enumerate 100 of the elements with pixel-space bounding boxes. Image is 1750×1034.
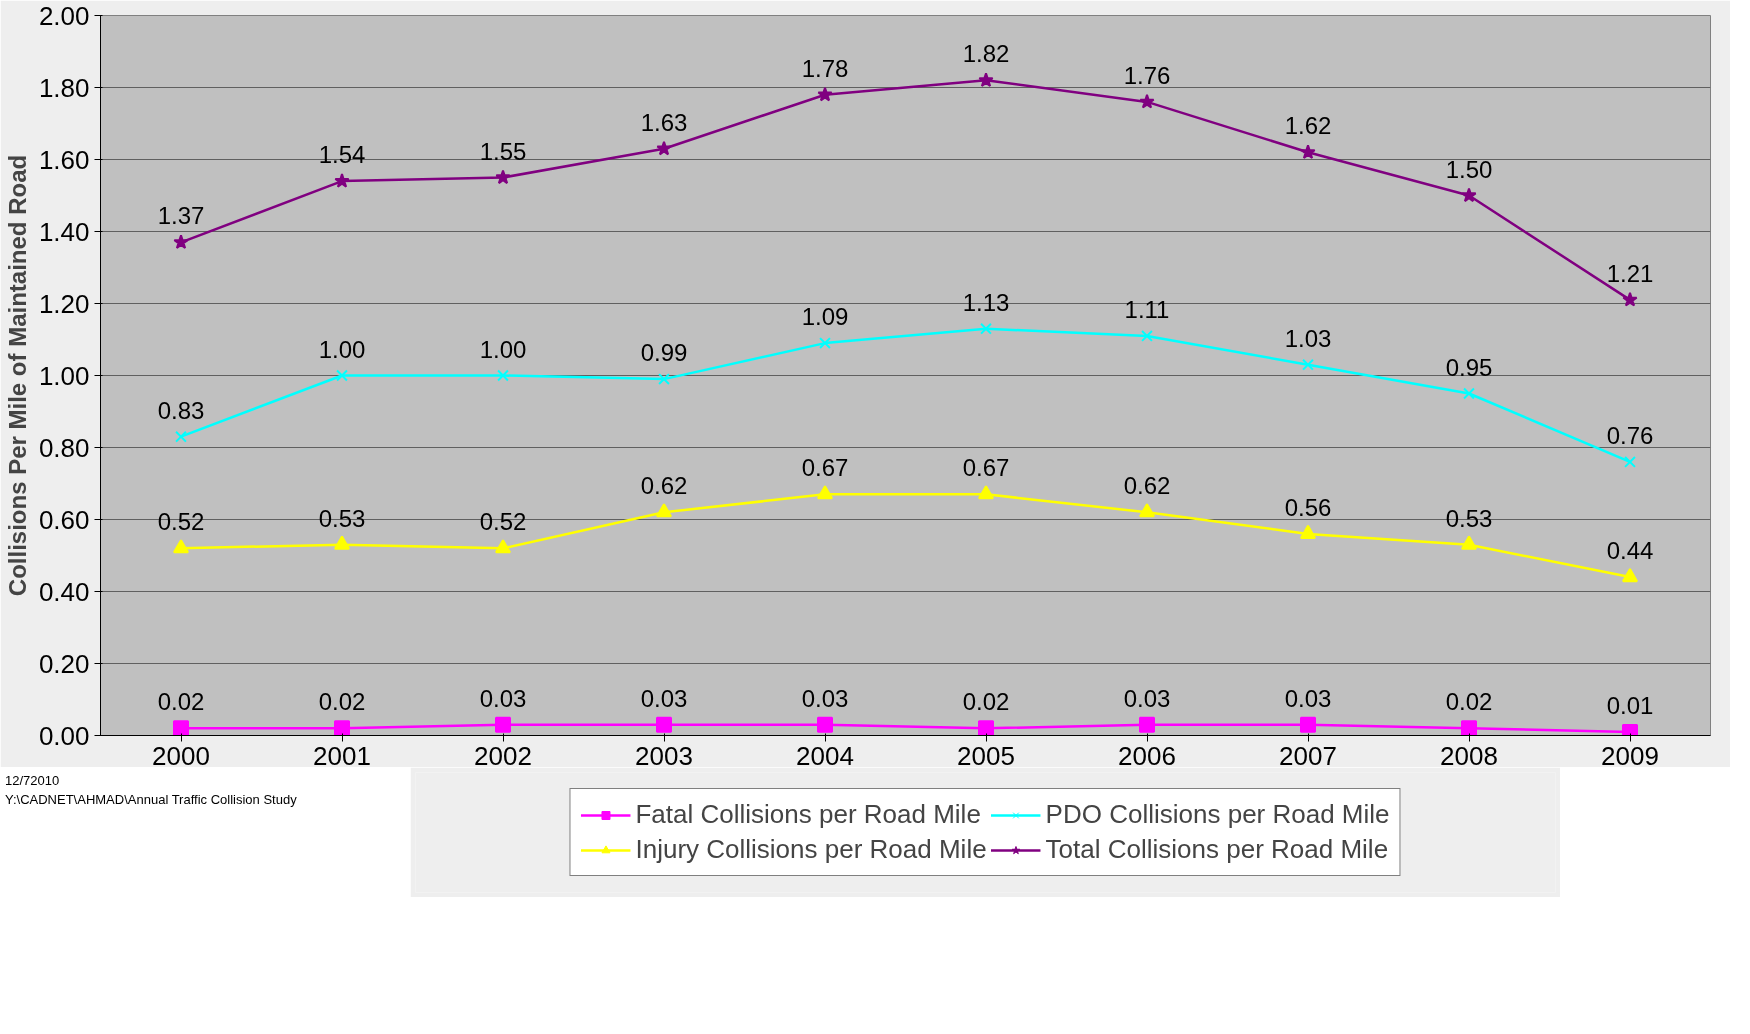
point [1622, 568, 1638, 583]
point [1622, 291, 1638, 307]
point [336, 369, 348, 382]
point [334, 173, 350, 188]
point [1300, 144, 1316, 159]
data-label: 1.11 [1124, 295, 1170, 323]
x-tick-label: 2008 [1440, 740, 1498, 771]
data-label: 1.63 [640, 108, 688, 136]
point [817, 716, 833, 733]
y-tick-label: 1.80 [38, 72, 90, 103]
data-label: 0.03 [479, 684, 527, 712]
x-tick-label: 2005 [957, 740, 1015, 771]
data-label: 1.21 [1606, 259, 1654, 287]
y-tick-label: 0.80 [38, 432, 90, 463]
y-tick-label: 0.40 [38, 576, 90, 607]
point [656, 140, 672, 156]
data-label: 1.09 [801, 303, 849, 331]
y-tick-label: 2.00 [38, 0, 90, 31]
data-label: 0.03 [1123, 684, 1171, 712]
data-label: 0.53 [318, 504, 366, 532]
y-tick-label: 0.00 [38, 720, 90, 751]
point [978, 485, 994, 500]
data-label: 0.67 [801, 454, 849, 482]
x-tick-label: 2002 [474, 740, 532, 771]
data-label: 0.83 [157, 396, 205, 424]
point [1461, 535, 1477, 550]
point [173, 234, 189, 249]
x-tick-label: 2006 [1118, 740, 1176, 771]
data-label: 0.95 [1445, 353, 1493, 381]
data-label: 0.76 [1606, 421, 1654, 449]
data-label: 0.56 [1284, 493, 1332, 521]
data-label: 0.52 [157, 508, 205, 536]
point [497, 369, 509, 382]
point [658, 373, 670, 386]
y-tick-label: 1.40 [38, 216, 90, 247]
data-label: 0.02 [157, 688, 205, 716]
data-label: 1.76 [1123, 61, 1171, 89]
y-tick-label: 0.20 [38, 648, 90, 679]
data-label: 1.62 [1284, 112, 1332, 140]
point [173, 539, 189, 554]
point [1139, 93, 1155, 109]
data-label: 0.03 [640, 684, 688, 712]
legend-label: Fatal Collisions per Road Mile [635, 799, 981, 830]
data-label: 0.01 [1606, 691, 1654, 719]
point [1141, 329, 1153, 342]
data-label: 1.82 [962, 40, 1010, 68]
x-tick-label: 2003 [635, 740, 693, 771]
x-tick-label: 2009 [1601, 740, 1659, 771]
point [817, 485, 833, 500]
point [1461, 187, 1477, 203]
y-axis-title: Collisions Per Mile of Maintained Road [3, 154, 31, 597]
data-label: 1.03 [1284, 324, 1332, 352]
data-label: 1.54 [318, 141, 366, 169]
point [819, 337, 831, 350]
point [980, 322, 992, 335]
x-tick-label: 2004 [796, 740, 854, 771]
data-label: 0.53 [1445, 504, 1493, 532]
x-tick-label: 2001 [313, 740, 371, 771]
point [1461, 720, 1477, 736]
point [173, 720, 189, 736]
point [334, 535, 350, 550]
point [978, 72, 994, 87]
data-label: 0.02 [1445, 688, 1493, 716]
data-label: 1.00 [318, 335, 366, 363]
point [495, 539, 511, 554]
data-label: 0.67 [962, 454, 1010, 482]
x-tick-label: 2007 [1279, 740, 1337, 771]
legend-label: Injury Collisions per Road Mile [635, 834, 987, 865]
data-label: 1.78 [801, 54, 849, 82]
point [1302, 358, 1314, 371]
data-label: 1.00 [479, 335, 527, 363]
point [1139, 716, 1155, 733]
point [495, 716, 511, 733]
data-label: 1.13 [962, 288, 1010, 316]
legend-label: PDO Collisions per Road Mile [1045, 799, 1390, 830]
point [495, 169, 511, 185]
point [1300, 524, 1316, 539]
data-label: 0.62 [640, 472, 688, 500]
point [656, 716, 672, 733]
point [1463, 387, 1475, 400]
text: 12/72010 [5, 773, 60, 788]
point [817, 86, 833, 102]
point [978, 720, 994, 736]
y-tick-label: 0.60 [38, 504, 90, 535]
data-label: 0.03 [801, 684, 849, 712]
y-tick-label: 1.60 [38, 144, 90, 175]
point [656, 503, 672, 518]
point [1139, 503, 1155, 518]
y-tick-label: 1.00 [38, 360, 90, 391]
point [1624, 455, 1636, 468]
data-label: 1.37 [157, 202, 205, 230]
point [175, 430, 187, 443]
data-label: 0.03 [1284, 684, 1332, 712]
data-label: 1.55 [479, 137, 527, 165]
data-label: 0.52 [479, 508, 527, 536]
data-label: 0.62 [1123, 472, 1171, 500]
x-tick-label: 2000 [152, 740, 210, 771]
point [334, 720, 350, 736]
legend-label: Total Collisions per Road Mile [1045, 834, 1389, 865]
data-label: 0.99 [640, 339, 688, 367]
